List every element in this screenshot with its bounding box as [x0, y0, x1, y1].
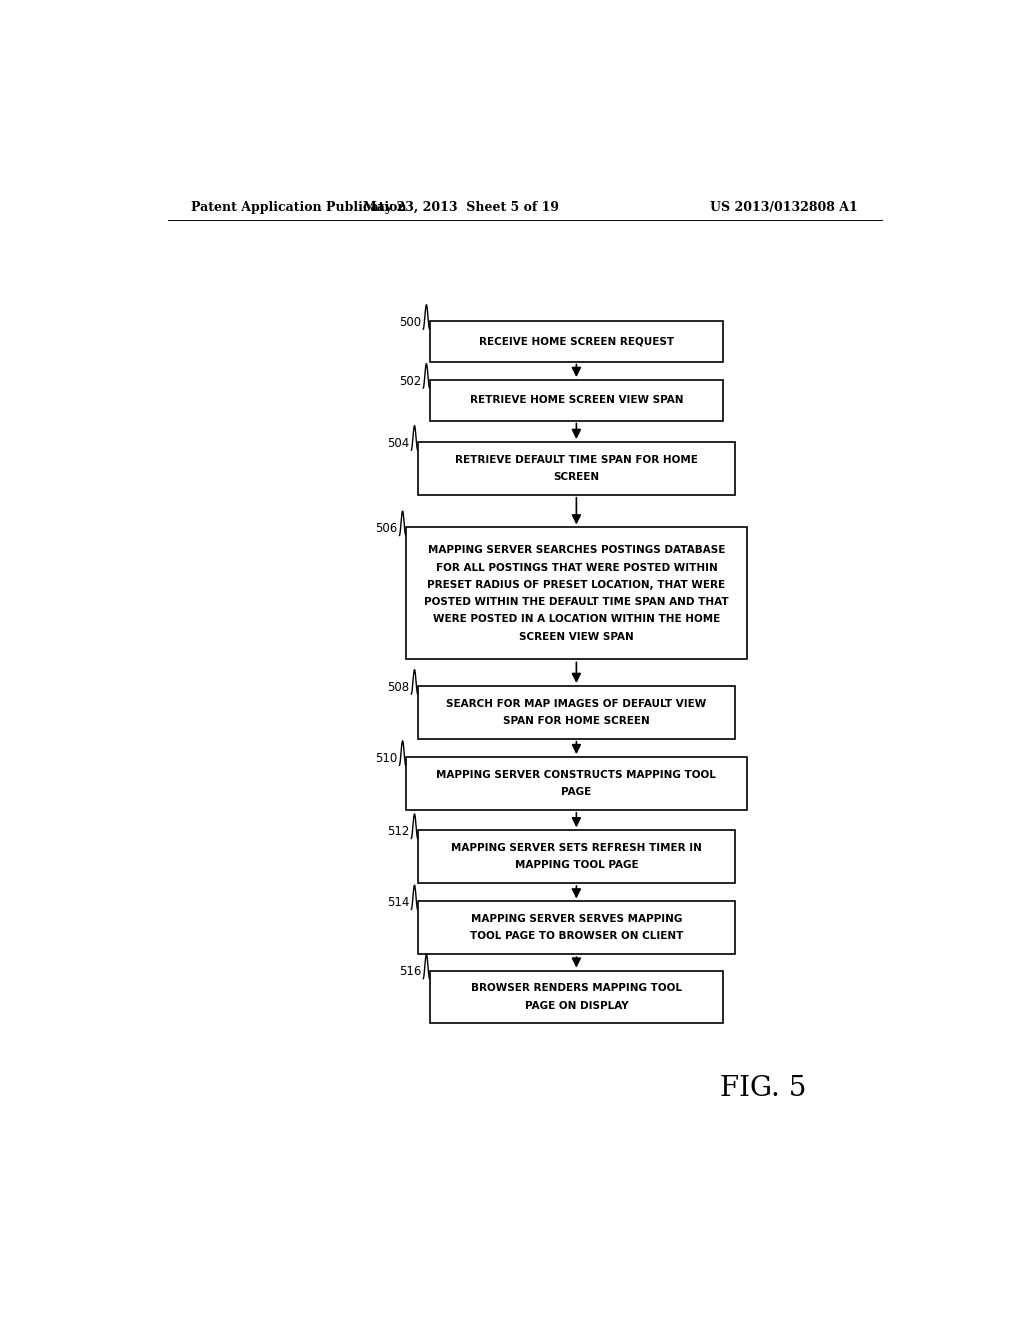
Bar	[406, 758, 748, 810]
Bar	[430, 380, 723, 421]
Text: BROWSER RENDERS MAPPING TOOL: BROWSER RENDERS MAPPING TOOL	[471, 983, 682, 993]
Text: RETRIEVE HOME SCREEN VIEW SPAN: RETRIEVE HOME SCREEN VIEW SPAN	[470, 395, 683, 405]
Bar	[418, 686, 735, 739]
Text: FOR ALL POSTINGS THAT WERE POSTED WITHIN: FOR ALL POSTINGS THAT WERE POSTED WITHIN	[435, 562, 717, 573]
Text: PAGE ON DISPLAY: PAGE ON DISPLAY	[524, 1001, 628, 1011]
Text: 500: 500	[399, 315, 422, 329]
Bar	[430, 321, 723, 362]
Text: 508: 508	[388, 681, 410, 694]
Text: 512: 512	[387, 825, 410, 838]
Text: FIG. 5: FIG. 5	[720, 1074, 806, 1102]
Text: 504: 504	[387, 437, 410, 450]
Text: WERE POSTED IN A LOCATION WITHIN THE HOME: WERE POSTED IN A LOCATION WITHIN THE HOM…	[433, 614, 720, 624]
Bar	[418, 902, 735, 954]
Text: SCREEN VIEW SPAN: SCREEN VIEW SPAN	[519, 631, 634, 642]
Text: 502: 502	[399, 375, 422, 388]
Bar	[418, 442, 735, 495]
Text: 510: 510	[376, 752, 397, 766]
Text: MAPPING TOOL PAGE: MAPPING TOOL PAGE	[515, 861, 638, 870]
Bar	[430, 970, 723, 1023]
Text: RETRIEVE DEFAULT TIME SPAN FOR HOME: RETRIEVE DEFAULT TIME SPAN FOR HOME	[455, 455, 697, 465]
Text: 516: 516	[399, 965, 422, 978]
Text: US 2013/0132808 A1: US 2013/0132808 A1	[711, 201, 858, 214]
Text: MAPPING SERVER SETS REFRESH TIMER IN: MAPPING SERVER SETS REFRESH TIMER IN	[451, 843, 701, 853]
Text: MAPPING SERVER CONSTRUCTS MAPPING TOOL: MAPPING SERVER CONSTRUCTS MAPPING TOOL	[436, 770, 717, 780]
Text: TOOL PAGE TO BROWSER ON CLIENT: TOOL PAGE TO BROWSER ON CLIENT	[470, 932, 683, 941]
Text: SPAN FOR HOME SCREEN: SPAN FOR HOME SCREEN	[503, 715, 650, 726]
Bar	[418, 830, 735, 883]
Text: SCREEN: SCREEN	[553, 473, 599, 482]
Bar	[406, 528, 748, 660]
Text: May 23, 2013  Sheet 5 of 19: May 23, 2013 Sheet 5 of 19	[364, 201, 559, 214]
Text: RECEIVE HOME SCREEN REQUEST: RECEIVE HOME SCREEN REQUEST	[479, 337, 674, 346]
Text: POSTED WITHIN THE DEFAULT TIME SPAN AND THAT: POSTED WITHIN THE DEFAULT TIME SPAN AND …	[424, 597, 729, 607]
Text: 514: 514	[387, 896, 410, 909]
Text: Patent Application Publication: Patent Application Publication	[191, 201, 407, 214]
Text: PAGE: PAGE	[561, 787, 592, 797]
Text: SEARCH FOR MAP IMAGES OF DEFAULT VIEW: SEARCH FOR MAP IMAGES OF DEFAULT VIEW	[446, 698, 707, 709]
Text: MAPPING SERVER SEARCHES POSTINGS DATABASE: MAPPING SERVER SEARCHES POSTINGS DATABAS…	[428, 545, 725, 556]
Text: 506: 506	[376, 523, 397, 536]
Text: MAPPING SERVER SERVES MAPPING: MAPPING SERVER SERVES MAPPING	[471, 915, 682, 924]
Text: PRESET RADIUS OF PRESET LOCATION, THAT WERE: PRESET RADIUS OF PRESET LOCATION, THAT W…	[427, 579, 725, 590]
